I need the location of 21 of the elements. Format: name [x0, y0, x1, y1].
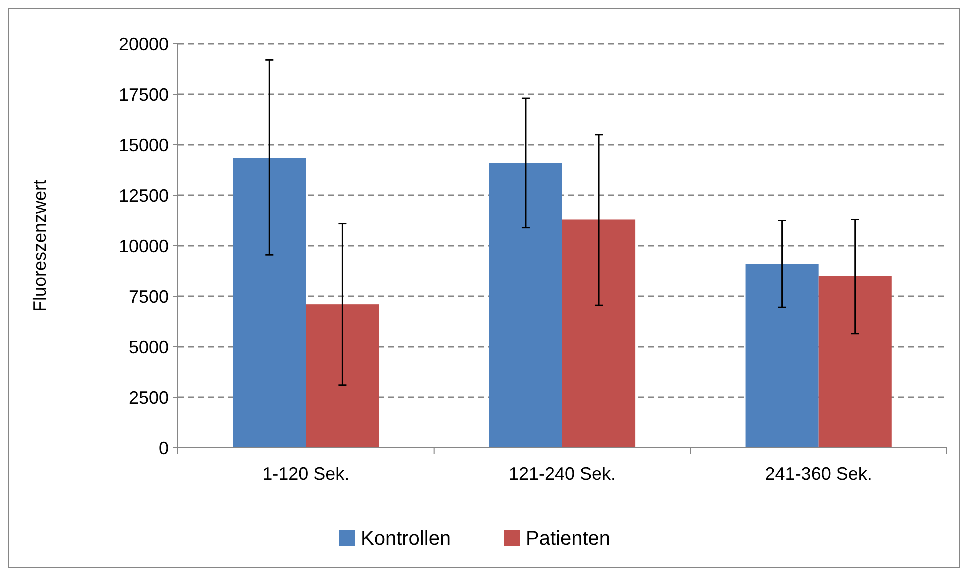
- x-tick-label: 121-240 Sek.: [508, 464, 616, 484]
- bar: [306, 304, 380, 448]
- y-tick-label: 7500: [128, 286, 169, 307]
- y-tick-label: 10000: [118, 236, 169, 256]
- y-tick-label: 12500: [118, 186, 169, 206]
- legend-label: Patienten: [526, 528, 611, 550]
- x-tick-label: 1-120 Sek.: [262, 464, 350, 484]
- bar: [489, 163, 562, 448]
- bar: [233, 158, 306, 448]
- y-tick-label: 0: [158, 438, 169, 458]
- y-tick-label: 20000: [118, 34, 169, 54]
- y-tick-label: 5000: [128, 337, 169, 358]
- y-tick-label: 15000: [118, 135, 169, 156]
- y-tick-label: 17500: [118, 84, 169, 105]
- bar: [818, 276, 892, 448]
- x-tick-label: 241-360 Sek.: [765, 464, 872, 484]
- y-axis-title: Fluoreszenzwert: [30, 180, 50, 312]
- legend-label: Kontrollen: [361, 528, 452, 550]
- y-tick-label: 2500: [128, 388, 169, 408]
- bar: [562, 220, 636, 448]
- bar: [746, 264, 819, 448]
